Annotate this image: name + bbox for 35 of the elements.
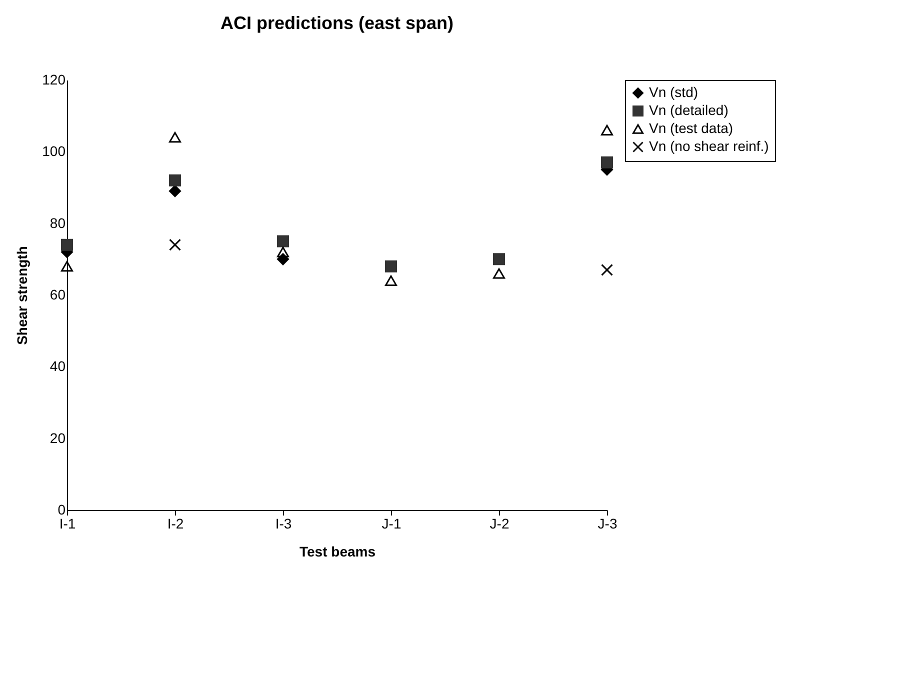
chart-title: ACI predictions (east span) [220, 13, 454, 33]
y-tick-label: 120 [42, 72, 66, 88]
point [277, 235, 289, 248]
x-tick-label: J-3 [598, 516, 618, 532]
point [601, 124, 613, 136]
point [385, 275, 397, 286]
point [601, 156, 613, 168]
x-tick-label: I-1 [59, 516, 76, 532]
y-tick-label: 20 [50, 430, 66, 446]
legend-label: Vn (test data) [649, 120, 734, 136]
y-tick-label: 40 [50, 358, 66, 374]
point [61, 238, 73, 251]
point [493, 268, 505, 279]
point [169, 238, 181, 251]
legend-label: Vn (no shear reinf.) [649, 138, 769, 154]
y-tick-label: 80 [50, 214, 66, 231]
x-tick-label: I-3 [275, 516, 292, 532]
point [169, 174, 181, 186]
y-tick-label: 100 [42, 143, 66, 160]
x-tick-label: J-1 [382, 516, 402, 532]
point [169, 185, 181, 198]
point [493, 253, 505, 266]
y-tick-label: 60 [50, 286, 66, 302]
point [601, 264, 613, 276]
point [385, 260, 397, 272]
point [169, 132, 181, 143]
x-tick-label: J-2 [490, 516, 510, 532]
x-tick-label: I-2 [167, 516, 184, 532]
point [61, 261, 73, 272]
point [277, 246, 289, 258]
y-tick-label: 0 [58, 502, 66, 518]
legend-label: Vn (std) [649, 84, 698, 100]
x-axis-title: Test beams [300, 544, 376, 560]
legend-label: Vn (detailed) [649, 102, 728, 118]
y-axis-title: Shear strength [14, 246, 30, 345]
